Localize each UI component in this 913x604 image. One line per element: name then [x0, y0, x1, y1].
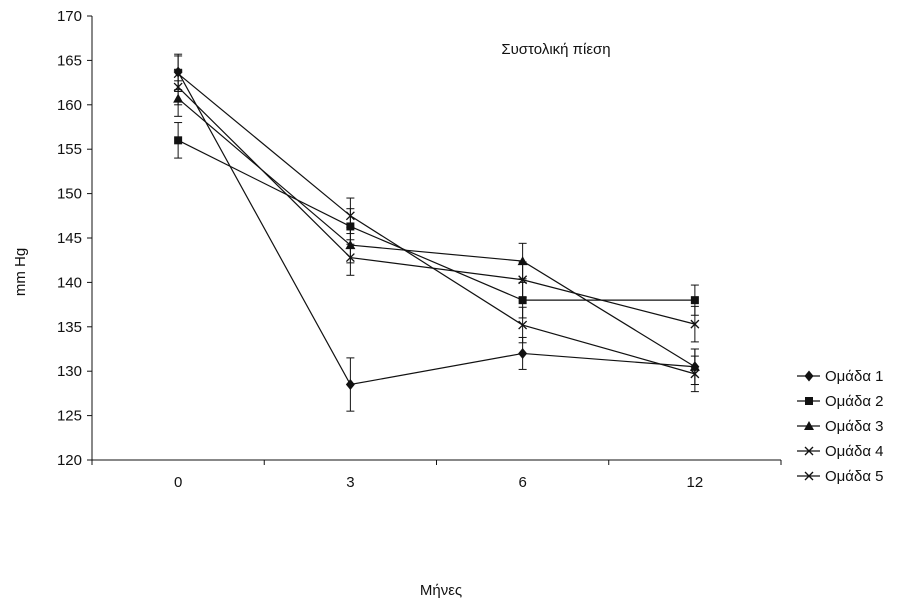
- data-point: [518, 296, 527, 305]
- data-point: [346, 222, 355, 231]
- data-point: [345, 253, 355, 262]
- legend-marker: [804, 446, 814, 456]
- data-point: [173, 66, 183, 78]
- data-point: [690, 319, 700, 329]
- y-tick-label: 150: [57, 186, 82, 203]
- y-tick-label: 165: [57, 52, 82, 69]
- x-tick-label: 12: [687, 474, 704, 491]
- data-point: [173, 82, 183, 92]
- data-point: [173, 93, 184, 103]
- data-point: [690, 296, 699, 305]
- x-tick-label: 6: [518, 474, 526, 491]
- error-bars: [174, 53, 699, 412]
- series-markers: [173, 66, 700, 391]
- y-tick-label: 130: [57, 363, 82, 380]
- data-point: [518, 275, 528, 285]
- legend: Ομάδα 1 Ομάδα 2 Ομάδα 3 Ομάδα 4 Ομάδα 5: [797, 368, 884, 485]
- y-tick-label: 135: [57, 319, 82, 336]
- data-point: [517, 256, 528, 266]
- data-point: [518, 320, 528, 330]
- y-tick-label: 155: [57, 141, 82, 158]
- legend-label: Ομάδα 3: [825, 418, 884, 435]
- legend-marker: [804, 421, 814, 430]
- data-point: [345, 211, 355, 221]
- x-tick-label: 3: [346, 474, 354, 491]
- x-axis-label: Μήνες: [420, 582, 462, 599]
- series-line: [177, 139, 695, 301]
- series-line: [177, 98, 696, 368]
- y-tick-label: 120: [57, 452, 82, 469]
- series-line: [177, 86, 696, 325]
- y-tick-label: 145: [57, 230, 82, 247]
- y-tick-label: 140: [57, 274, 82, 291]
- series-line: [177, 73, 696, 375]
- y-tick-label: 125: [57, 408, 82, 425]
- y-axis-label: mm Hg: [12, 248, 29, 296]
- tick-labels: 120 125 130 135 140 145 150 155 160 165 170 0 3 6 12: [57, 8, 703, 491]
- data-point: [345, 240, 356, 250]
- data-point: [518, 347, 528, 359]
- series-line: [177, 71, 695, 386]
- legend-marker: [804, 370, 814, 382]
- series-lines: [177, 71, 696, 386]
- data-point: [690, 369, 700, 379]
- legend-label: Ομάδα 4: [825, 443, 884, 460]
- legend-marker: [804, 471, 814, 481]
- legend-marker: [805, 397, 813, 405]
- data-point: [345, 379, 355, 391]
- data-point: [173, 69, 183, 79]
- axes: [87, 15, 782, 465]
- legend-label: Ομάδα 2: [825, 393, 884, 410]
- data-point: [174, 136, 183, 145]
- data-point: [689, 361, 700, 371]
- y-tick-label: 160: [57, 97, 82, 114]
- y-tick-label: 170: [57, 8, 82, 25]
- legend-label: Ομάδα 5: [825, 468, 884, 485]
- chart-title: Συστολική πίεση: [501, 41, 610, 58]
- x-tick-label: 0: [174, 474, 182, 491]
- legend-label: Ομάδα 1: [825, 368, 884, 385]
